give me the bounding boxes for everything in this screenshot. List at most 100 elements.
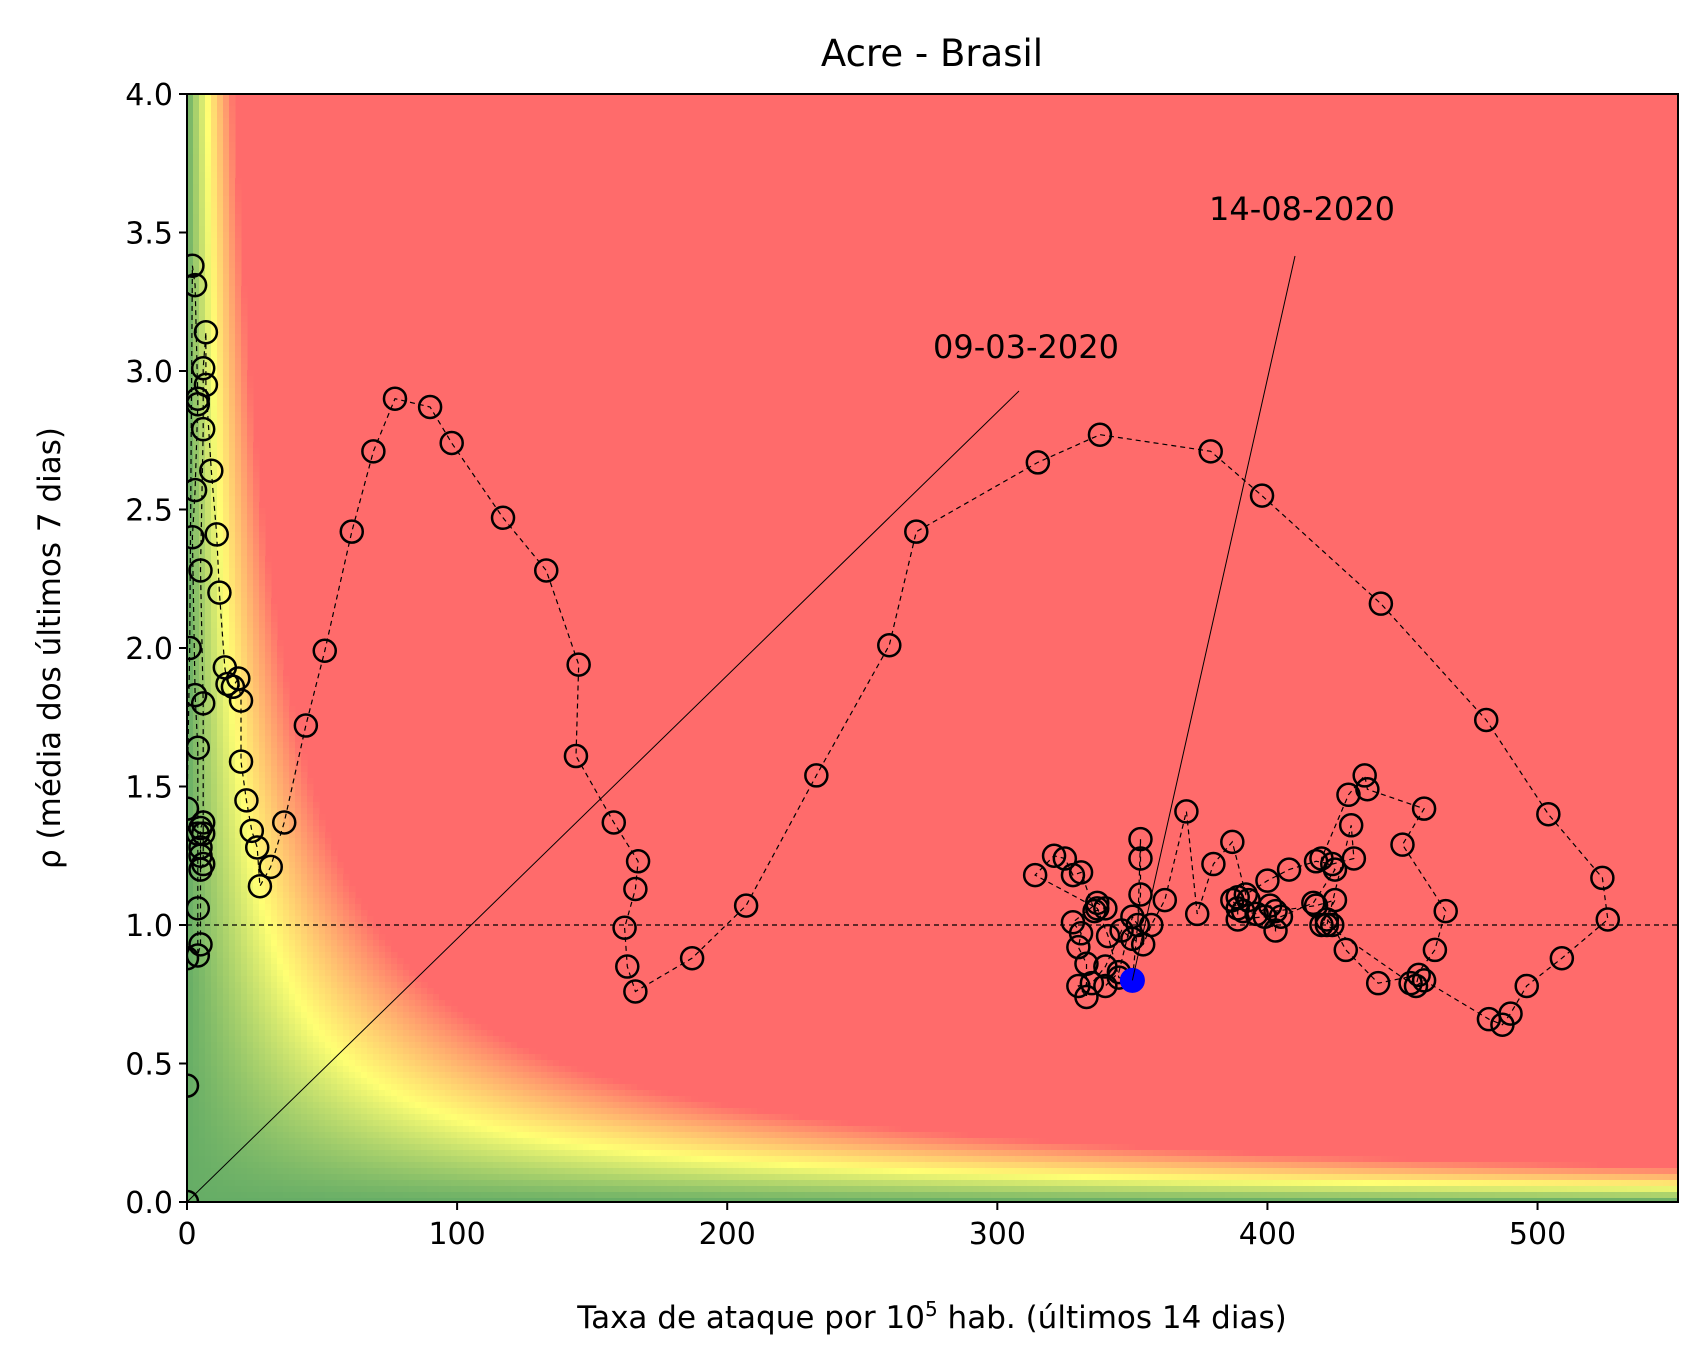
gradient-cell: [427, 1144, 434, 1151]
gradient-cell: [229, 154, 236, 161]
gradient-cell: [463, 1036, 470, 1043]
gradient-cell: [451, 1120, 458, 1127]
gradient-cell: [451, 1156, 458, 1163]
gradient-cell: [523, 1066, 530, 1073]
gradient-cell: [241, 1120, 248, 1127]
gradient-cell: [223, 976, 230, 983]
gradient-cell: [307, 1114, 314, 1121]
gradient-cell: [649, 1108, 656, 1115]
gradient-cell: [271, 856, 278, 863]
gradient-cell: [247, 982, 254, 989]
gradient-cell: [301, 1198, 308, 1202]
gradient-cell: [265, 664, 272, 671]
gradient-cell: [229, 130, 236, 137]
gradient-cell: [337, 1180, 344, 1187]
gradient-cell: [631, 1090, 638, 1097]
gradient-cell: [493, 1066, 500, 1073]
gradient-cell: [409, 1180, 416, 1187]
gradient-cell: [235, 388, 242, 395]
gradient-cell: [247, 562, 254, 569]
gradient-cell: [595, 1126, 602, 1133]
gradient-cell: [367, 1120, 374, 1127]
gradient-cell: [217, 220, 224, 227]
gradient-cell: [481, 1066, 488, 1073]
gradient-cell: [481, 1096, 488, 1103]
gradient-cell: [349, 1198, 356, 1202]
gradient-cell: [211, 118, 218, 125]
gradient-cell: [211, 124, 218, 131]
gradient-cell: [547, 1084, 554, 1091]
gradient-cell: [277, 880, 284, 887]
gradient-cell: [253, 814, 260, 821]
gradient-cell: [229, 598, 236, 605]
gradient-cell: [691, 1150, 698, 1157]
gradient-cell: [379, 964, 386, 971]
gradient-cell: [523, 1102, 530, 1109]
gradient-cell: [241, 1054, 248, 1061]
gradient-cell: [199, 202, 206, 209]
gradient-cell: [199, 874, 206, 881]
gradient-cell: [631, 1174, 638, 1181]
gradient-cell: [217, 286, 224, 293]
gradient-cell: [217, 970, 224, 977]
gradient-cell: [241, 1000, 248, 1007]
gradient-cell: [229, 1072, 236, 1079]
gradient-cell: [247, 952, 254, 959]
gradient-cell: [523, 1162, 530, 1169]
gradient-cell: [469, 1084, 476, 1091]
gradient-cell: [223, 1078, 230, 1085]
gradient-cell: [517, 1186, 524, 1193]
gradient-cell: [427, 1030, 434, 1037]
gradient-cell: [565, 1066, 572, 1073]
gradient-cell: [259, 940, 266, 947]
gradient-cell: [211, 934, 218, 941]
gradient-cell: [193, 586, 200, 593]
gradient-cell: [517, 1048, 524, 1055]
gradient-cell: [295, 886, 302, 893]
gradient-cell: [523, 1198, 530, 1202]
gradient-cell: [271, 1168, 278, 1175]
gradient-cell: [289, 976, 296, 983]
gradient-cell: [265, 1138, 272, 1145]
gradient-cell: [235, 274, 242, 281]
gradient-cell: [283, 1138, 290, 1145]
gradient-cell: [229, 640, 236, 647]
gradient-cell: [559, 1084, 566, 1091]
gradient-cell: [373, 1102, 380, 1109]
gradient-cell: [427, 1114, 434, 1121]
gradient-cell: [187, 370, 194, 377]
gradient-cell: [313, 862, 320, 869]
gradient-cell: [565, 1168, 572, 1175]
gradient-cell: [475, 1132, 482, 1139]
gradient-cell: [319, 886, 326, 893]
gradient-cell: [379, 982, 386, 989]
gradient-cell: [205, 322, 212, 329]
gradient-cell: [211, 748, 218, 755]
gradient-cell: [649, 1162, 656, 1169]
gradient-cell: [331, 1030, 338, 1037]
gradient-cell: [295, 1168, 302, 1175]
gradient-cell: [235, 286, 242, 293]
gradient-cell: [235, 1126, 242, 1133]
gradient-cell: [193, 514, 200, 521]
gradient-cell: [211, 874, 218, 881]
gradient-cell: [241, 628, 248, 635]
gradient-cell: [253, 448, 260, 455]
gradient-cell: [247, 1012, 254, 1019]
gradient-cell: [211, 514, 218, 521]
gradient-cell: [217, 934, 224, 941]
gradient-cell: [565, 1078, 572, 1085]
gradient-cell: [565, 1126, 572, 1133]
gradient-cell: [217, 706, 224, 713]
gradient-cell: [235, 478, 242, 485]
gradient-cell: [217, 682, 224, 689]
gradient-cell: [505, 1108, 512, 1115]
gradient-cell: [655, 1150, 662, 1157]
gradient-cell: [211, 172, 218, 179]
gradient-cell: [193, 688, 200, 695]
gradient-cell: [235, 730, 242, 737]
gradient-cell: [199, 1024, 206, 1031]
gradient-cell: [229, 850, 236, 857]
gradient-cell: [655, 1180, 662, 1187]
gradient-cell: [193, 262, 200, 269]
